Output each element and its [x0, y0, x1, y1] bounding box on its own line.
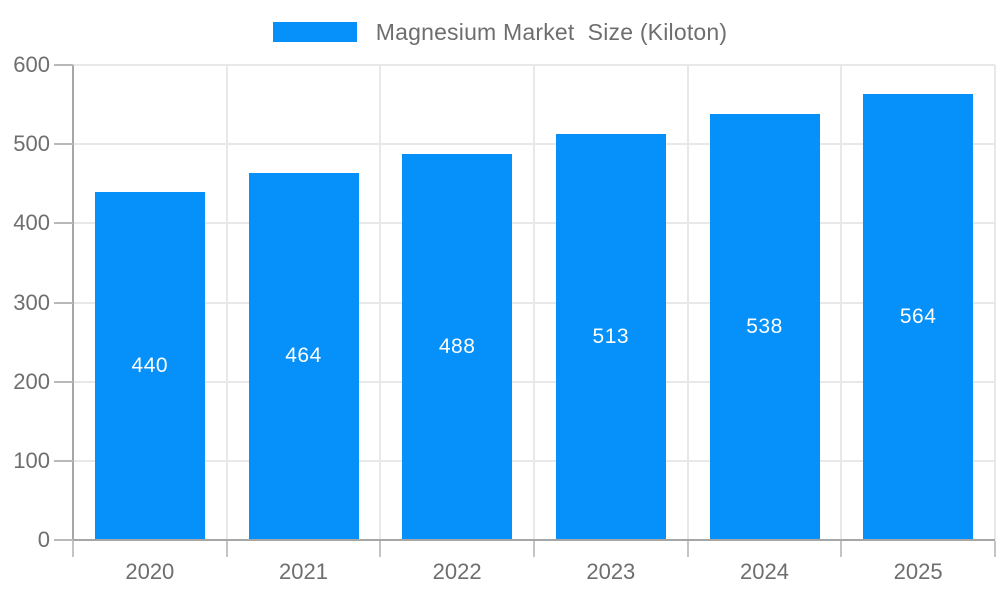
y-tick-label-300: 300 — [13, 289, 50, 315]
y-tick-0 — [54, 539, 73, 541]
v-gridline-3 — [533, 65, 535, 540]
x-tick-label-2021: 2021 — [279, 559, 328, 584]
y-tick-label-0: 0 — [37, 527, 50, 552]
x-tick-label-2025: 2025 — [893, 559, 943, 584]
x-tick-4 — [686, 541, 689, 557]
bar-value-label-2024: 538 — [746, 315, 783, 339]
x-tick-1 — [225, 541, 228, 557]
bar-2023: 513 — [555, 133, 666, 540]
y-tick-500 — [54, 143, 73, 146]
x-tick-0 — [72, 541, 74, 557]
bar-value-label-2023: 513 — [592, 324, 630, 348]
bar-2025: 564 — [863, 93, 974, 540]
y-tick-300 — [54, 301, 73, 304]
y-tick-600 — [54, 64, 73, 66]
y-tick-100 — [54, 459, 73, 462]
y-tick-400 — [54, 222, 73, 225]
x-tick-label-2023: 2023 — [586, 559, 636, 584]
x-tick-label-2022: 2022 — [432, 559, 482, 584]
y-tick-label-400: 400 — [13, 210, 50, 236]
x-axis-line — [72, 539, 995, 541]
bar-value-label-2022: 488 — [438, 334, 476, 358]
legend-color-swatch — [272, 22, 357, 42]
v-gridline-2 — [379, 65, 382, 540]
v-gridline-1 — [225, 65, 228, 540]
x-tick-6 — [994, 541, 996, 557]
plot-right-border — [994, 65, 996, 540]
x-tick-5 — [840, 541, 843, 557]
bar-value-label-2025: 564 — [899, 304, 937, 328]
x-tick-3 — [533, 541, 535, 557]
y-tick-label-500: 500 — [13, 131, 50, 157]
y-axis-line — [72, 65, 74, 540]
bar-2021: 464 — [248, 172, 359, 540]
x-tick-label-2024: 2024 — [740, 559, 789, 584]
v-gridline-5 — [840, 65, 843, 540]
y-tick-200 — [54, 380, 73, 383]
x-tick-2 — [379, 541, 382, 557]
plot-area: 440 464 488 513 538 564 — [73, 64, 996, 540]
y-tick-label-100: 100 — [13, 447, 50, 473]
y-tick-label-600: 600 — [13, 52, 50, 77]
legend: Magnesium Market Size (Kiloton) — [0, 17, 1000, 47]
legend-label: Magnesium Market Size (Kiloton) — [375, 18, 728, 45]
y-tick-label-200: 200 — [13, 368, 50, 394]
bar-2024: 538 — [709, 114, 820, 540]
v-gridline-4 — [686, 65, 689, 540]
bar-value-label-2021: 464 — [285, 344, 322, 368]
bar-value-label-2020: 440 — [131, 353, 169, 377]
bar-2020: 440 — [94, 191, 205, 540]
bar-2022: 488 — [402, 153, 513, 540]
x-tick-label-2020: 2020 — [125, 559, 175, 584]
